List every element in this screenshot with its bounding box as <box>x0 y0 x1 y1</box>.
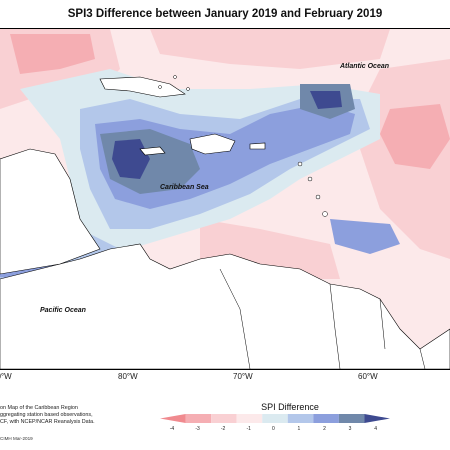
spi-map: Atlantic Ocean Caribbean Sea Pacific Oce… <box>0 28 450 370</box>
field-wet-southeast <box>330 219 400 254</box>
border-venezuela-guyana <box>329 283 341 369</box>
lon-label-80w: 80°W <box>118 372 138 381</box>
field-dry-nw-core <box>10 34 95 74</box>
lon-label-60w: 60°W <box>358 372 378 381</box>
lon-label-90w: 90°W <box>0 372 12 381</box>
map-title: SPI3 Difference between January 2019 and… <box>67 8 383 20</box>
field-very-wet-north <box>310 91 342 109</box>
field-dry-east-core <box>380 104 450 169</box>
legend-swatch-8 <box>364 414 390 423</box>
island-bahamas-1 <box>158 85 162 89</box>
footnote-line-3: CF, with NCEP/NCAR Reanalysis Data. <box>0 419 95 425</box>
legend-tick-label: -4 <box>169 426 175 432</box>
legend-swatch-4 <box>262 414 288 423</box>
island-jamaica <box>139 146 166 156</box>
legend-swatch-5 <box>287 414 314 423</box>
label-pacific-ocean: Pacific Ocean <box>40 307 86 314</box>
field-dry-north <box>150 29 390 69</box>
copyright: CIMH Mar-2019 <box>0 436 33 441</box>
lon-label-70w: 70°W <box>233 372 253 381</box>
legend-tick-label: 3 <box>348 426 352 432</box>
legend-tick-label: -1 <box>246 426 251 432</box>
legend-tick-label: -2 <box>220 426 226 432</box>
island-puerto-rico <box>249 142 266 150</box>
legend-tick-label: 4 <box>374 426 377 432</box>
label-atlantic-ocean: Atlantic Ocean <box>340 63 390 70</box>
legend-swatch-1 <box>185 414 212 423</box>
island-lesser-antilles-2 <box>307 176 313 182</box>
land-central-america <box>0 148 101 275</box>
island-bahamas-2 <box>173 75 177 79</box>
footnote-line-2: ggregating station based observations, <box>0 412 93 418</box>
land-south-america <box>0 243 450 369</box>
legend-colorbar <box>160 414 390 423</box>
island-hispaniola <box>189 133 236 155</box>
island-lesser-antilles-3 <box>315 194 321 200</box>
legend-tick-label: 2 <box>323 426 326 432</box>
legend-swatch-6 <box>313 414 339 423</box>
legend-swatch-0 <box>160 414 186 423</box>
legend-swatch-3 <box>236 414 263 423</box>
label-caribbean-sea: Caribbean Sea <box>160 184 209 191</box>
legend-tick-label: 0 <box>272 426 275 432</box>
island-bahamas-3 <box>186 87 190 91</box>
island-trinidad <box>322 211 328 217</box>
legend-tick-label: 1 <box>297 426 301 432</box>
spi-difference-map-svg <box>0 29 450 369</box>
legend-tick-label: -3 <box>195 426 200 432</box>
footnote-line-1: on Map of the Caribbean Region <box>0 405 78 411</box>
island-cuba <box>99 76 186 98</box>
border-suriname-guiana <box>419 348 426 369</box>
border-colombia-venezuela <box>219 268 251 369</box>
island-lesser-antilles-1 <box>297 161 303 167</box>
legend-swatch-7 <box>338 414 365 423</box>
legend-swatch-2 <box>211 414 237 423</box>
border-guyana-suriname <box>379 298 386 350</box>
legend-title: SPI Difference <box>261 402 319 412</box>
